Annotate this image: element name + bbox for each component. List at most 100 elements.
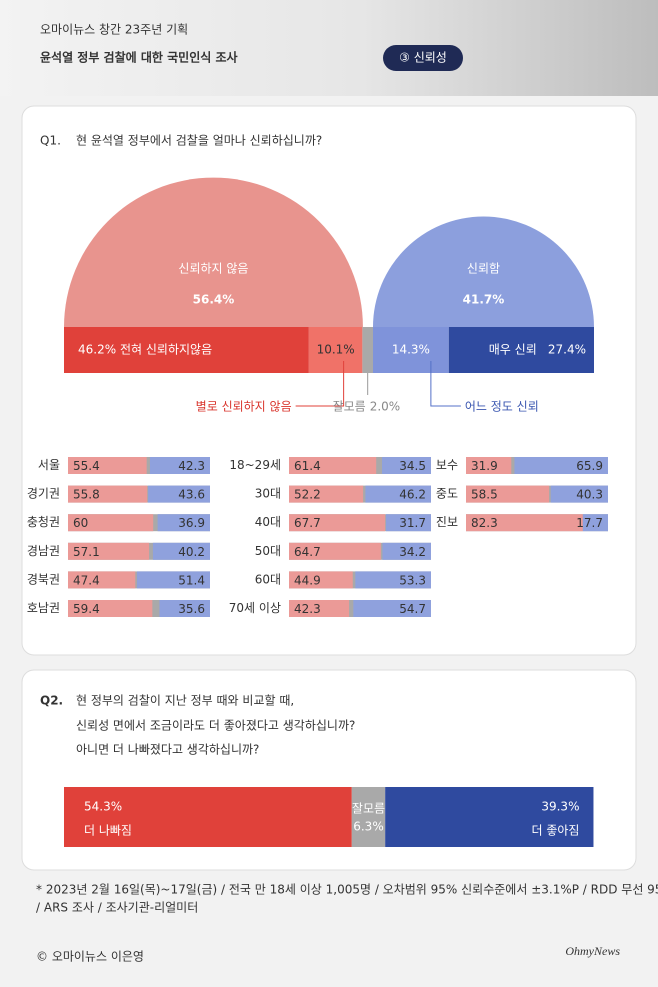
bar	[382, 542, 431, 560]
value-label: 55.4	[73, 459, 100, 473]
row-label: 진보	[436, 515, 458, 529]
question: 현 정부의 검찰이 지난 정부 때와 비교할 때,	[76, 694, 294, 708]
bar	[149, 457, 210, 474]
bar	[466, 457, 512, 474]
footnote: / ARS 조사 / 조사기관-리얼미터	[36, 901, 198, 915]
leader	[430, 361, 461, 407]
row-label: 충청권	[27, 515, 60, 529]
segment	[362, 327, 373, 373]
question: 현 윤석열 정부에서 검찰을 얼마나 신뢰하십니까?	[76, 134, 322, 148]
group-name: 신뢰함	[467, 262, 500, 276]
segment-name: 더 좋아짐	[531, 824, 579, 838]
segment-label: 27.4%	[548, 343, 586, 357]
question-label: Q1.	[40, 134, 61, 148]
row-label: 중도	[436, 487, 458, 501]
value-label: 65.9	[576, 459, 603, 473]
segment-name: 별로 신뢰하지 않음	[196, 400, 292, 414]
segment-name: 더 나빠짐	[84, 824, 132, 838]
bar	[68, 600, 153, 617]
bar	[466, 485, 550, 503]
value-label: 17.7	[576, 516, 603, 530]
row-label: 40대	[255, 515, 281, 529]
row-label: 경기권	[27, 487, 60, 501]
segment-name: 잘모름	[352, 802, 385, 816]
segment-label: 2.0%	[370, 400, 401, 414]
segment-label: 54.3%	[84, 800, 122, 814]
group-name: 신뢰하지 않음	[178, 262, 248, 276]
row-label: 60대	[255, 572, 281, 586]
segment-name: 어느 정도 신뢰	[465, 400, 539, 414]
segment	[351, 787, 386, 847]
value-label: 34.5	[399, 459, 426, 473]
row-label: 경북권	[27, 572, 60, 586]
value-label: 51.4	[178, 573, 205, 587]
bar	[68, 571, 136, 589]
bar	[385, 514, 431, 532]
segment-name: 전혀 신뢰하지않음	[120, 343, 212, 357]
group-value: 56.4%	[193, 293, 235, 307]
row-label: 30대	[255, 487, 281, 501]
segment	[64, 327, 309, 373]
value-label: 35.6	[178, 602, 205, 616]
value-label: 59.4	[73, 602, 100, 616]
bar	[68, 514, 154, 532]
header-band	[0, 0, 658, 96]
row-label: 서울	[38, 458, 60, 472]
bar	[355, 571, 431, 589]
segment	[372, 327, 449, 373]
row-label: 70세 이상	[229, 601, 281, 615]
bar	[289, 457, 377, 474]
value-label: 53.3	[399, 573, 426, 587]
title: 윤석열 정부 검찰에 대한 국민인식 조사	[40, 50, 238, 65]
bar	[68, 542, 150, 560]
bar	[550, 485, 608, 503]
value-label: 42.3	[294, 602, 321, 616]
value-label: 52.2	[294, 488, 321, 502]
bar	[582, 514, 608, 532]
segment-label: 14.3%	[392, 343, 430, 357]
segment	[448, 327, 594, 373]
bar	[514, 457, 608, 474]
kicker: 오마이뉴스 창간 23주년 기획	[40, 23, 188, 37]
segment	[64, 787, 352, 847]
segment	[308, 327, 363, 373]
bar	[365, 485, 431, 503]
bar	[289, 600, 350, 617]
value-label: 31.9	[471, 459, 498, 473]
bar	[382, 457, 431, 474]
value-label: 40.2	[178, 545, 205, 559]
bar	[137, 571, 210, 589]
value-label: 60	[73, 516, 88, 530]
value-label: 36.9	[178, 516, 205, 530]
value-label: 67.7	[294, 516, 321, 530]
segment-label: 10.1%	[317, 343, 355, 357]
bar	[353, 600, 431, 617]
question: 아니면 더 나빠졌다고 생각하십니까?	[76, 743, 259, 757]
bar	[152, 542, 210, 560]
leader	[295, 361, 345, 407]
bar	[68, 457, 147, 474]
value-label: 61.4	[294, 459, 321, 473]
logo: OhmyNews	[565, 944, 620, 958]
question: 신뢰성 면에서 조금이라도 더 좋아졌다고 생각하십니까?	[76, 719, 355, 733]
segment-label: 6.3%	[353, 820, 384, 834]
bar	[159, 600, 210, 617]
row-label: 18~29세	[229, 458, 281, 472]
value-label: 54.7	[399, 602, 426, 616]
badge-bg	[383, 45, 463, 71]
segment-label: 39.3%	[541, 800, 579, 814]
value-label: 34.2	[399, 545, 426, 559]
value-label: 46.2	[399, 488, 426, 502]
semicircle	[372, 216, 594, 327]
segment-name: 잘모름	[333, 400, 366, 414]
row-label: 경남권	[27, 544, 60, 558]
bar	[289, 571, 353, 589]
value-label: 64.7	[294, 545, 321, 559]
bar	[148, 485, 210, 503]
bar	[68, 485, 148, 503]
segment-name: 매우 신뢰	[489, 343, 537, 357]
bar	[157, 514, 210, 532]
value-label: 57.1	[73, 545, 100, 559]
bar	[466, 514, 583, 532]
value-label: 42.3	[178, 459, 205, 473]
